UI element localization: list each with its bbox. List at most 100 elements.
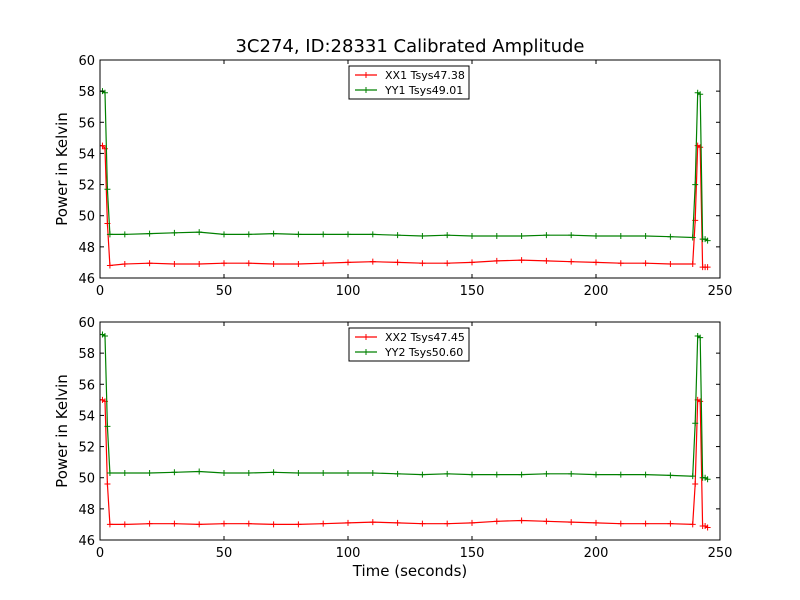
data-point — [493, 232, 500, 239]
data-point — [593, 259, 599, 266]
data-point — [692, 480, 699, 487]
data-point — [667, 472, 674, 479]
data-point — [697, 91, 704, 98]
data-point — [617, 520, 624, 527]
x-tick-label: 0 — [96, 546, 104, 561]
data-point — [493, 471, 500, 478]
data-point — [692, 420, 699, 427]
x-tick-label: 150 — [460, 284, 485, 299]
y-tick-label: 60 — [78, 316, 95, 331]
y-tick-label: 60 — [78, 54, 95, 69]
y-axis-label: Power in Kelvin — [53, 112, 71, 226]
data-point — [642, 471, 649, 478]
x-tick-label: 100 — [336, 546, 361, 561]
data-point — [320, 231, 327, 238]
data-point — [104, 186, 111, 193]
y-tick-label: 58 — [78, 347, 95, 362]
data-point — [245, 520, 252, 527]
data-point — [106, 470, 113, 477]
data-point — [146, 260, 153, 267]
data-point — [568, 232, 575, 239]
data-point — [568, 519, 575, 526]
data-point — [369, 231, 376, 238]
y-tick-label: 56 — [78, 378, 95, 393]
data-point — [642, 232, 649, 239]
y-tick-label: 46 — [78, 272, 95, 287]
data-point — [469, 259, 475, 266]
data-point — [689, 234, 696, 241]
data-point — [394, 470, 401, 477]
legend-box — [348, 327, 470, 362]
data-point — [101, 89, 108, 96]
data-point — [121, 231, 128, 238]
series-line-1-1 — [100, 144, 708, 268]
data-point — [419, 232, 426, 239]
data-point — [221, 470, 227, 477]
data-point — [221, 260, 227, 267]
axes-frame — [99, 321, 721, 541]
data-point — [270, 260, 277, 267]
data-point — [697, 144, 704, 151]
legend-marker — [363, 334, 369, 340]
data-point — [593, 471, 599, 478]
data-point — [617, 471, 624, 478]
legend-box — [348, 65, 470, 100]
y-tick-label: 58 — [78, 85, 95, 100]
y-tick-label: 50 — [78, 472, 95, 487]
data-point — [171, 229, 178, 236]
data-point — [419, 260, 426, 267]
legend-marker — [363, 349, 369, 355]
data-point — [171, 520, 178, 527]
y-tick-label: 54 — [78, 409, 95, 424]
data-point — [196, 229, 203, 236]
data-point — [593, 519, 599, 526]
x-tick-label: 50 — [216, 546, 233, 561]
data-point — [320, 520, 327, 527]
plot-area — [100, 331, 711, 531]
data-point — [121, 521, 128, 528]
data-point — [568, 258, 575, 265]
legend: XX2 Tsys47.45 YY2 Tsys50.60 — [348, 327, 470, 362]
data-point — [245, 231, 252, 238]
legend-label: YY2 Tsys50.60 — [384, 346, 463, 359]
data-point — [345, 519, 351, 526]
data-point — [543, 232, 550, 239]
figure-title: 3C274, ID:28331 Calibrated Amplitude — [235, 36, 584, 57]
data-point — [444, 520, 451, 527]
data-point — [469, 471, 475, 478]
data-point — [295, 260, 302, 267]
legend-marker — [363, 72, 369, 78]
data-point — [171, 260, 178, 267]
data-point — [444, 260, 451, 267]
plot-area — [100, 88, 711, 271]
data-point — [697, 398, 704, 405]
legend-label: XX1 Tsys47.38 — [385, 69, 465, 82]
data-point — [369, 258, 376, 265]
x-tick-label: 50 — [216, 284, 233, 299]
y-axis-label: Power in Kelvin — [53, 374, 71, 488]
data-point — [617, 232, 624, 239]
data-point — [667, 260, 674, 267]
data-point — [196, 468, 203, 475]
data-point — [106, 231, 113, 238]
data-point — [689, 521, 696, 528]
data-point — [146, 230, 153, 237]
data-point — [196, 521, 203, 528]
data-point — [171, 469, 178, 476]
y-tick-label: 52 — [78, 179, 95, 194]
data-point — [101, 333, 108, 340]
data-point — [104, 480, 111, 487]
data-point — [369, 470, 376, 477]
data-point — [692, 181, 699, 188]
data-point — [593, 232, 599, 239]
data-point — [221, 231, 227, 238]
y-tick-label: 46 — [78, 534, 95, 549]
data-point — [295, 231, 302, 238]
x-tick-label: 100 — [336, 284, 361, 299]
data-point — [270, 469, 277, 476]
data-point — [270, 521, 277, 528]
data-point — [295, 470, 302, 477]
legend-label: YY1 Tsys49.01 — [384, 84, 463, 97]
data-point — [345, 470, 351, 477]
y-tick-label: 48 — [78, 503, 95, 518]
